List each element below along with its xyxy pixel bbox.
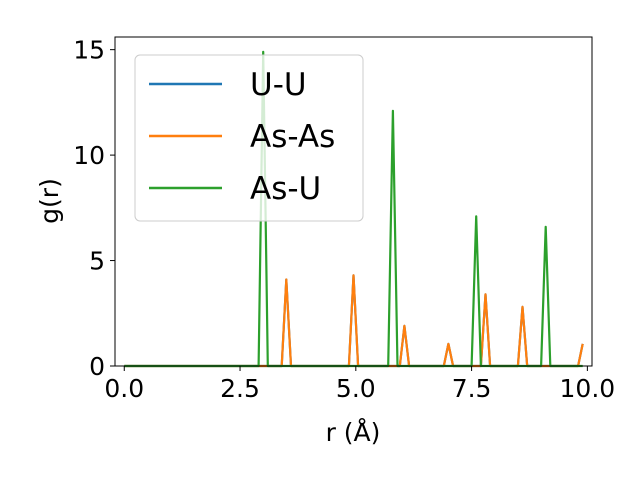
legend-label-as-u: As-U [250, 171, 321, 207]
plot-frame [114, 36, 593, 367]
y-axis-label: g(r) [35, 178, 64, 224]
y-tick-label: 5 [89, 247, 105, 276]
x-tick-label: 0.0 [104, 374, 144, 403]
series-line-as-as [124, 274, 584, 368]
x-tick-label: 10.0 [560, 374, 616, 403]
x-tick-label: 2.5 [220, 374, 260, 403]
x-axis: 0.0 2.5 5.0 7.5 10.0 [104, 366, 615, 403]
x-tick-label: 7.5 [452, 374, 492, 403]
x-tick-label: 5.0 [336, 374, 376, 403]
legend-label-u-u: U-U [250, 67, 307, 103]
y-tick-label: 10 [73, 141, 105, 170]
legend-box [134, 54, 364, 222]
legend-label-as-as: As-As [250, 119, 335, 155]
legend: U-U As-As As-U [134, 54, 364, 222]
y-axis: 0 5 10 15 [73, 36, 115, 381]
y-tick-label: 0 [89, 352, 105, 381]
x-axis-label: r (Å) [326, 418, 381, 447]
y-tick-label: 15 [73, 36, 105, 65]
